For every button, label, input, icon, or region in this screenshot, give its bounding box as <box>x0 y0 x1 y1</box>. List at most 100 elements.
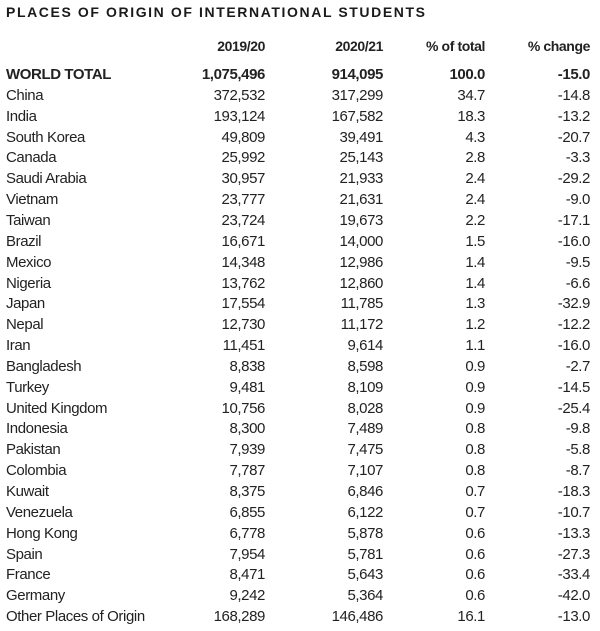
row-label: Saudi Arabia <box>6 170 87 188</box>
row-label: China <box>6 86 44 104</box>
cell: 1.3 <box>465 295 485 313</box>
cell: 146,486 <box>331 608 384 626</box>
row-label: Turkey <box>6 378 49 396</box>
cell: 0.9 <box>465 357 485 375</box>
cell: 193,124 <box>213 107 266 125</box>
cell: 1,075,496 <box>201 66 266 83</box>
row-label: Hong Kong <box>6 524 78 542</box>
cell: 5,878 <box>347 524 383 542</box>
cell: 0.6 <box>465 566 485 584</box>
row-label: Japan <box>6 295 45 313</box>
row-label: South Korea <box>6 128 85 146</box>
cell: 4.3 <box>465 128 485 146</box>
cell: -16.0 <box>557 337 591 355</box>
cell: 0.8 <box>465 441 485 459</box>
cell: -14.8 <box>557 86 591 104</box>
cell: 13,762 <box>221 274 266 292</box>
cell: 8,109 <box>347 378 383 396</box>
cell: 1.5 <box>465 232 485 250</box>
cell: 23,724 <box>221 211 266 229</box>
cell: 8,471 <box>229 566 265 584</box>
cell: -13.0 <box>557 608 591 626</box>
row-label: Venezuela <box>6 503 73 521</box>
cell: 14,348 <box>221 253 266 271</box>
cell: 5,364 <box>347 587 383 605</box>
row-label: WORLD TOTAL <box>6 66 112 83</box>
cell: 2.8 <box>465 149 485 167</box>
cell: 7,489 <box>347 420 383 438</box>
cell: -9.0 <box>565 191 591 209</box>
cell: -42.0 <box>557 587 591 605</box>
cell: 6,778 <box>229 524 265 542</box>
cell: 11,785 <box>340 295 384 313</box>
cell: 7,107 <box>347 462 383 480</box>
cell: 49,809 <box>221 128 266 146</box>
cell: -18.3 <box>557 483 591 500</box>
cell: -13.2 <box>557 107 591 125</box>
cell: 6,855 <box>229 503 265 521</box>
cell: 34.7 <box>457 86 485 104</box>
cell: 0.8 <box>465 462 485 480</box>
cell: 19,673 <box>339 211 384 229</box>
cell: 16.1 <box>457 608 485 626</box>
cell: 16,671 <box>221 232 266 250</box>
row-label: Iran <box>6 337 31 355</box>
cell: 8,375 <box>229 483 265 500</box>
cell: 7,939 <box>229 441 265 459</box>
row-label: Nigeria <box>6 274 51 292</box>
cell: 12,730 <box>221 316 266 334</box>
cell: 2.4 <box>465 191 485 209</box>
row-label: Vietnam <box>6 191 58 209</box>
cell: -16.0 <box>557 232 591 250</box>
cell: 18.3 <box>457 107 485 125</box>
row-label: Brazil <box>6 232 42 250</box>
cell: 25,992 <box>221 149 266 167</box>
row-label: Mexico <box>6 253 52 271</box>
column-header: % of total <box>426 38 485 54</box>
cell: 1.2 <box>465 316 485 334</box>
cell: 39,491 <box>339 128 384 146</box>
cell: 8,300 <box>229 420 265 438</box>
cell: -5.8 <box>565 441 591 459</box>
cell: 6,846 <box>347 483 383 500</box>
cell: 6,122 <box>347 503 383 521</box>
cell: 5,643 <box>347 566 383 584</box>
cell: 8,598 <box>347 357 383 375</box>
cell: 8,028 <box>347 399 383 417</box>
row-label: Nepal <box>6 316 44 334</box>
cell: 914,095 <box>331 66 384 83</box>
cell: 372,532 <box>213 86 266 104</box>
cell: 17,554 <box>221 295 266 313</box>
cell: 14,000 <box>339 232 384 250</box>
cell: 100.0 <box>449 66 485 83</box>
cell: 25,143 <box>339 149 384 167</box>
cell: 0.6 <box>465 524 485 542</box>
cell: 1.1 <box>465 337 485 355</box>
column-header: 2019/20 <box>217 38 265 54</box>
cell: -10.7 <box>557 503 591 521</box>
cell: 23,777 <box>221 191 266 209</box>
row-label: Canada <box>6 149 57 167</box>
cell: 7,954 <box>229 545 265 563</box>
cell: 0.8 <box>465 420 485 438</box>
cell: -9.5 <box>565 253 591 271</box>
cell: -9.8 <box>565 420 591 438</box>
cell: 9,614 <box>347 337 383 355</box>
cell: -25.4 <box>557 399 591 417</box>
row-label: United Kingdom <box>6 399 108 417</box>
row-label: Kuwait <box>6 483 49 500</box>
row-label: Taiwan <box>6 211 51 229</box>
cell: 21,933 <box>339 170 384 188</box>
cell: 0.6 <box>465 545 485 563</box>
cell: 0.9 <box>465 399 485 417</box>
cell: -32.9 <box>557 295 591 313</box>
cell: 12,860 <box>339 274 384 292</box>
cell: 11,172 <box>340 316 384 334</box>
cell: -15.0 <box>557 66 591 83</box>
cell: 9,242 <box>229 587 265 605</box>
row-label: Pakistan <box>6 441 61 459</box>
cell: -3.3 <box>565 149 591 167</box>
cell: 7,787 <box>229 462 265 480</box>
cell: 12,986 <box>339 253 384 271</box>
